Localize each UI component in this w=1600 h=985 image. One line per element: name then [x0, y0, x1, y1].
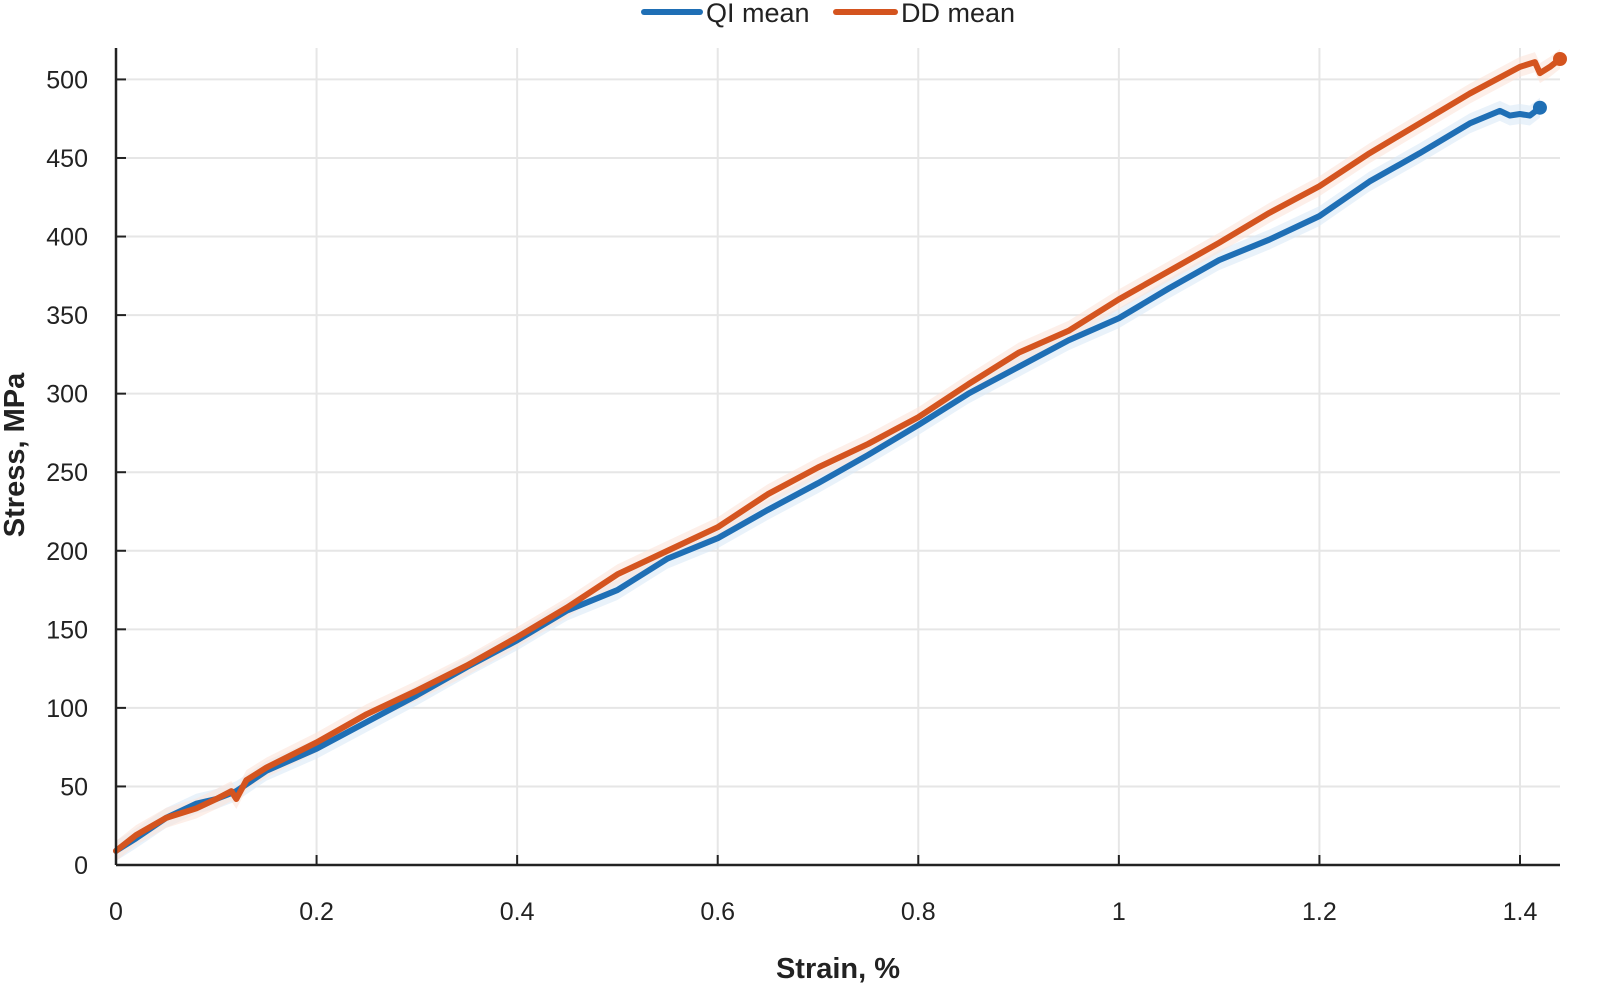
series-end-marker: [1532, 100, 1547, 115]
tick-labels: 0 0.2 0.4 0.6 0.8 1 1.2 1.4 0 50 100 150 200 250 300 35…: [46, 66, 1537, 926]
y-tick-label: 100: [46, 695, 88, 723]
y-axis-title: Stress, MPa: [0, 372, 31, 537]
x-tick-label: 0.2: [299, 898, 334, 926]
series-end-marker: [1553, 51, 1567, 66]
x-tick-label: 1.4: [1503, 898, 1538, 926]
y-tick-label: 150: [46, 616, 88, 644]
y-tick-label: 300: [46, 381, 88, 409]
y-tick-label: 50: [60, 773, 88, 801]
series-line: [113, 55, 1563, 854]
x-tick-label: 0.6: [700, 898, 735, 926]
y-tick-label: 0: [74, 852, 88, 880]
y-tick-label: 450: [46, 145, 88, 173]
axes: [114, 48, 1560, 867]
y-tick-label: 500: [46, 66, 88, 94]
legend-label: DD mean: [901, 0, 1015, 28]
y-tick-label: 350: [46, 302, 88, 330]
y-tick-label: 400: [46, 224, 88, 252]
x-tick-label: 0.4: [500, 898, 535, 926]
series-lines: [113, 51, 1567, 854]
x-axis-title: Strain, %: [776, 953, 900, 985]
legend: QI mean DD mean: [641, 0, 1015, 28]
x-tick-label: 1: [1112, 898, 1126, 926]
x-tick-label: 1.2: [1302, 898, 1337, 926]
y-tick-label: 250: [46, 459, 88, 487]
legend-label: QI mean: [706, 0, 810, 28]
x-tick-label: 0: [109, 898, 123, 926]
x-tick-label: 0.8: [901, 898, 936, 926]
y-tick-label: 200: [46, 538, 88, 566]
